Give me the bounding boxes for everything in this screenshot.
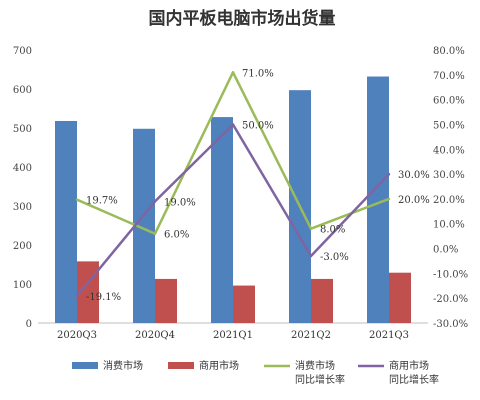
axes: 0 100 200 300 400 500 600 700 -30.0% -20.0% -10.0%…: [13, 46, 468, 341]
bar-商用市场: [155, 278, 177, 323]
point-消费市场同比增长率: [309, 227, 313, 230]
point-商用市场同比增长率: [309, 254, 313, 258]
y-right-tick-label: 60.0%: [433, 96, 465, 107]
legend-swatch: [72, 362, 98, 369]
bar-商用市场: [233, 285, 255, 323]
point-商用市场同比增长率: [387, 172, 391, 176]
y-right-tick-label: -30.0%: [433, 319, 468, 330]
bar-消费市场: [55, 120, 77, 323]
data-label: 8.0%: [320, 225, 345, 236]
x-tick-label: 2020Q4: [135, 330, 175, 341]
y-left-tick-label: 0: [26, 319, 32, 330]
bar-商用市场: [389, 272, 411, 323]
y-right-tick-label: -20.0%: [433, 294, 468, 305]
y-right-tick-label: 20.0%: [433, 195, 465, 206]
data-label: 50.0%: [242, 120, 274, 131]
bar-消费市场: [133, 128, 155, 323]
data-label: 71.0%: [242, 68, 274, 79]
point-消费市场同比增长率: [153, 232, 157, 235]
bar-消费市场: [367, 76, 389, 324]
y-right-tick-label: 70.0%: [433, 71, 465, 82]
y-left-tick-label: 100: [13, 280, 32, 291]
y-left-tick-label: 600: [13, 85, 32, 96]
point-商用市场同比增长率: [153, 200, 157, 203]
legend-label: 商用市场: [389, 359, 429, 372]
y-right-tick-label: 80.0%: [433, 46, 465, 57]
y-right-tick-label: -10.0%: [433, 269, 468, 280]
y-left-tick-label: 300: [13, 202, 32, 213]
y-left-tick-label: 700: [13, 46, 32, 57]
y-left-tick-label: 400: [13, 163, 32, 174]
point-商用市场同比增长率: [231, 123, 235, 126]
lines: [75, 71, 391, 298]
point-消费市场同比增长率: [387, 197, 391, 201]
data-label: -19.1%: [86, 292, 121, 303]
data-label: 30.0%: [398, 170, 430, 181]
legend-swatch: [168, 362, 194, 369]
data-label: 19.7%: [86, 196, 118, 207]
bar-消费市场: [211, 117, 233, 323]
data-label: 6.0%: [164, 230, 189, 241]
x-tick-label: 2020Q3: [57, 330, 97, 341]
x-tick-label: 2021Q1: [213, 330, 253, 341]
bar-商用市场: [311, 278, 333, 323]
y-right-tick-label: 30.0%: [433, 170, 465, 181]
y-right-tick-label: 40.0%: [433, 145, 465, 156]
y-right-tick-label: 0.0%: [433, 245, 458, 256]
data-label: 20.0%: [398, 195, 430, 206]
legend-label: 商用市场: [199, 359, 239, 372]
point-消费市场同比增长率: [231, 71, 235, 74]
legend-label: 消费市场: [295, 359, 335, 372]
y-left-tick-label: 200: [13, 241, 32, 252]
point-消费市场同比增长率: [75, 198, 79, 201]
y-right-tick-label: 50.0%: [433, 120, 465, 131]
x-tick-label: 2021Q3: [369, 330, 409, 341]
data-label: 19.0%: [164, 197, 196, 208]
y-right-tick-label: 10.0%: [433, 220, 465, 231]
data-label: -3.0%: [320, 252, 349, 263]
point-商用市场同比增长率: [75, 294, 79, 298]
legend-label: 消费市场: [103, 359, 143, 372]
legend-label: 同比增长率: [295, 373, 345, 386]
y-left-tick-label: 500: [13, 124, 32, 135]
legend-label: 同比增长率: [389, 373, 439, 386]
bars: [55, 76, 411, 324]
x-tick-label: 2021Q2: [291, 330, 331, 341]
chart-title: 国内平板电脑市场出货量: [149, 8, 336, 29]
data-labels: 19.7% 6.0% 71.0% 8.0% 20.0% -19.1% 19.0% 50.0% -…: [86, 68, 430, 303]
